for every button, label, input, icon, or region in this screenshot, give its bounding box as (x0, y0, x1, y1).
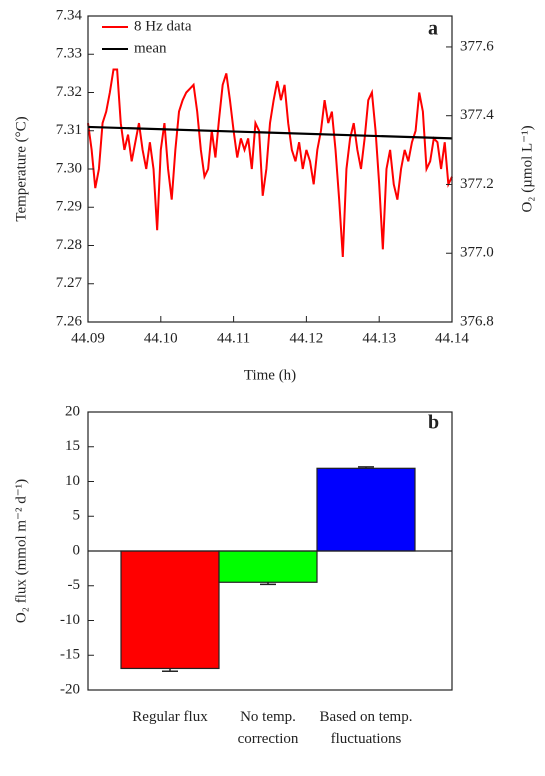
y-tick-label: -10 (60, 612, 80, 628)
y-tick-label: 7.32 (56, 84, 82, 100)
legend-label: mean (134, 40, 167, 56)
legend-label: 8 Hz data (134, 18, 192, 34)
y-tick-label: 20 (65, 403, 80, 419)
y-tick-label: 0 (73, 542, 81, 558)
x-tick-label: 44.12 (290, 330, 324, 346)
y2-tick-label: 377.0 (460, 245, 494, 261)
y-tick-label: 7.29 (56, 199, 82, 215)
plot-frame (87, 15, 453, 323)
bar (120, 550, 220, 670)
data-line (87, 68, 453, 258)
x-tick-label: No temp. correction (237, 709, 299, 747)
y-tick-label: 10 (65, 473, 80, 489)
x-tick-label: Based on temp. fluctuations (319, 709, 413, 747)
y2-tick-label: 377.6 (460, 38, 494, 54)
x-axis-label: Time (h) (244, 367, 296, 383)
y-tick-label: 7.26 (56, 313, 83, 329)
panel-label: a (428, 18, 438, 40)
y2-tick-label: 377.2 (460, 176, 494, 192)
y2-axis-label: O₂ (µmol L⁻¹) (519, 125, 535, 212)
data-line (87, 125, 453, 140)
x-tick-label: 44.13 (362, 330, 396, 346)
y2-tick-label: 376.8 (460, 313, 494, 329)
y-tick-label: 7.28 (56, 237, 82, 253)
y-axis-label: O₂ flux (mmol m⁻² d⁻¹) (13, 479, 29, 623)
x-tick-label: 44.10 (144, 330, 178, 346)
bar (218, 550, 318, 583)
y-tick-label: -5 (68, 577, 81, 593)
y-tick-label: -15 (60, 647, 80, 663)
bar (316, 467, 416, 552)
y-tick-label: 7.34 (56, 7, 83, 23)
y-tick-label: -20 (60, 681, 80, 697)
y-tick-label: 7.31 (56, 122, 82, 138)
panel-label: b (428, 412, 439, 434)
y-tick-label: 7.30 (56, 160, 82, 176)
x-tick-label: Regular flux (132, 709, 208, 725)
y-tick-label: 5 (73, 508, 81, 524)
x-tick-label: 44.14 (435, 330, 469, 346)
y-tick-label: 7.33 (56, 46, 82, 62)
x-tick-label: 44.09 (71, 330, 105, 346)
y-tick-label: 15 (65, 438, 80, 454)
y2-tick-label: 377.4 (460, 107, 494, 123)
x-tick-label: 44.11 (217, 330, 250, 346)
y-axis-label: Temperature (°C) (13, 116, 29, 221)
y-tick-label: 7.27 (56, 275, 83, 291)
